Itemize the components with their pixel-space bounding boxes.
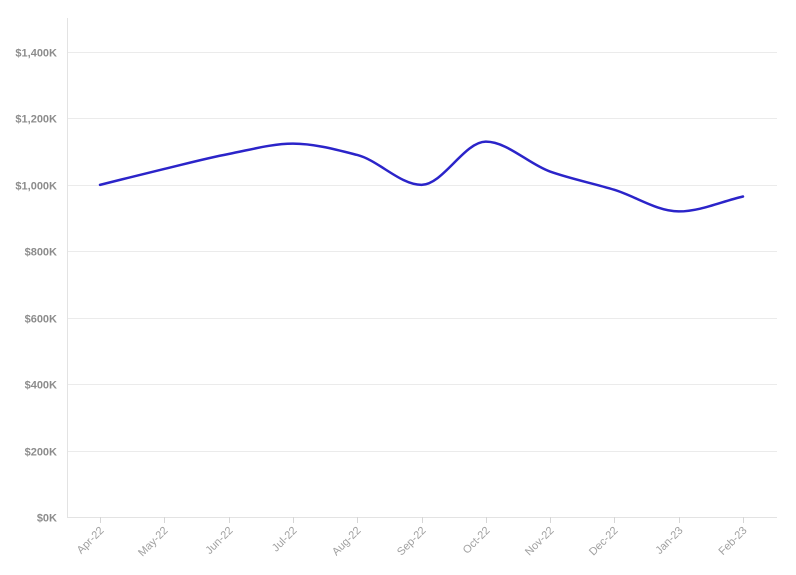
y-tick-label: $400K — [25, 380, 57, 392]
y-tick-label: $200K — [25, 447, 57, 459]
series-line — [98, 140, 745, 213]
grid-lines — [67, 52, 777, 452]
y-tick-label: $1,000K — [15, 181, 57, 193]
x-tick-label: Sep-22 — [395, 525, 429, 559]
x-tick-label: Dec-22 — [587, 525, 621, 559]
y-tick-label: $800K — [25, 247, 57, 259]
y-tick-label: $0K — [37, 513, 57, 525]
x-tick-label: Feb-23 — [716, 525, 749, 558]
x-tick-label: Oct-22 — [461, 525, 493, 557]
y-tick-label: $1,400K — [15, 48, 57, 60]
y-tick-label: $600K — [25, 314, 57, 326]
y-tick-label: $1,200K — [15, 114, 57, 126]
x-tick-label: Aug-22 — [330, 525, 364, 559]
x-tick-label: Apr-22 — [75, 525, 107, 557]
axes — [67, 18, 777, 523]
x-tick-label: Jun-22 — [203, 525, 235, 557]
x-axis-tick-labels: Apr-22 May-22 Jun-22 Jul-22 Aug-22 Sep-22 Oct-… — [75, 525, 750, 559]
x-tick-label: Nov-22 — [523, 525, 557, 559]
y-axis-tick-labels: $0K $200K $400K $600K $800K $1,000K $1,200K $1,… — [15, 48, 57, 525]
x-tick-label: May-22 — [136, 525, 170, 559]
x-tick-label: Jan-23 — [653, 525, 685, 557]
series — [98, 140, 745, 213]
x-tick-label: Jul-22 — [270, 525, 300, 555]
